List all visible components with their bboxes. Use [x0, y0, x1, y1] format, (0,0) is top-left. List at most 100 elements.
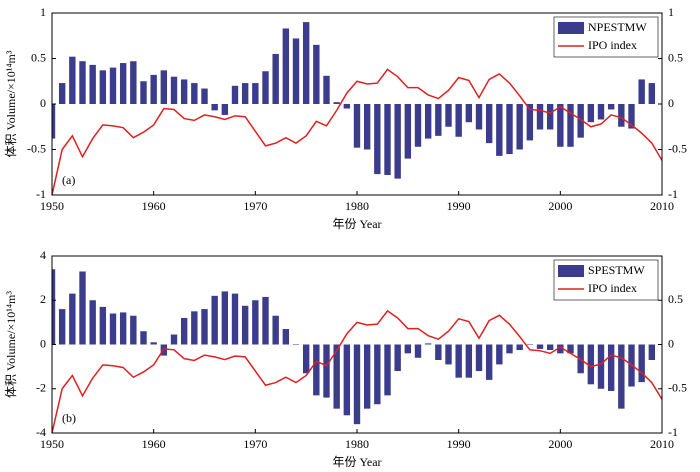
bar — [475, 344, 483, 372]
bar — [150, 342, 157, 345]
y-tick-label: -2 — [36, 381, 46, 395]
bar — [201, 88, 208, 104]
bar — [374, 344, 381, 405]
bar — [323, 75, 330, 104]
bar — [557, 344, 564, 354]
bar — [79, 271, 86, 345]
y-tick-label: 0 — [40, 336, 46, 350]
bar — [69, 293, 76, 345]
bar — [119, 63, 127, 104]
x-tick-label: 1970 — [243, 199, 267, 213]
bar — [99, 70, 107, 104]
bar — [302, 344, 310, 374]
bar — [69, 56, 76, 104]
bar — [628, 104, 635, 129]
bar — [150, 74, 157, 104]
bar — [374, 104, 381, 175]
bar — [221, 291, 229, 345]
bar — [282, 329, 290, 345]
legend-label: IPO index — [588, 281, 637, 295]
legend-swatch — [558, 265, 584, 277]
bar — [89, 300, 96, 345]
bar — [394, 104, 401, 179]
bar — [526, 344, 534, 345]
y2-tick-label: 0.5 — [668, 50, 683, 64]
y-tick-label: 4 — [40, 248, 46, 262]
bar — [170, 334, 178, 345]
bar — [262, 71, 269, 104]
bar — [455, 344, 462, 378]
y-tick-label: 0.5 — [31, 50, 46, 64]
bar — [343, 104, 351, 109]
bar — [597, 104, 605, 120]
x-tick-label: 2010 — [650, 199, 674, 213]
bar — [241, 305, 249, 345]
x-tick-label: 1950 — [40, 437, 64, 451]
bar — [191, 311, 198, 345]
x-tick-label: 1990 — [447, 199, 471, 213]
bar — [414, 344, 422, 358]
legend-label: SPESTMW — [588, 263, 645, 277]
bar — [52, 269, 56, 345]
bar — [404, 344, 412, 354]
bar — [648, 83, 656, 104]
bar — [201, 309, 208, 345]
y2-tick-label: 0.5 — [668, 292, 683, 306]
x-tick-label: 2010 — [650, 437, 674, 451]
bar — [119, 312, 127, 345]
bar — [607, 104, 615, 110]
x-axis-label: 年份 Year — [332, 455, 381, 469]
bar — [211, 104, 218, 111]
y-tick-label: 1 — [40, 5, 46, 19]
x-axis-label: 年份 Year — [332, 217, 381, 231]
y2-tick-label: -1 — [668, 187, 678, 201]
ipo-line — [52, 68, 662, 195]
bar — [170, 76, 178, 104]
legend-label: IPO index — [588, 38, 637, 52]
bar — [252, 300, 259, 345]
bar — [211, 295, 218, 345]
bar — [231, 85, 239, 104]
bar — [506, 104, 513, 155]
bar — [241, 83, 249, 104]
plot — [52, 269, 662, 433]
y2-tick-label: -0.5 — [668, 381, 687, 395]
bar — [638, 344, 645, 383]
ipo-line — [52, 309, 662, 433]
bar — [516, 344, 523, 351]
bar — [52, 104, 56, 139]
bar — [292, 38, 300, 105]
bar — [292, 344, 300, 345]
bar — [231, 293, 239, 345]
bar — [282, 28, 290, 104]
bar — [435, 344, 442, 360]
bar — [272, 315, 279, 345]
bar — [424, 104, 432, 139]
bar — [343, 344, 351, 416]
x-tick-label: 1960 — [142, 199, 166, 213]
bar — [618, 104, 625, 127]
bar — [221, 104, 229, 115]
x-tick-label: 2000 — [548, 437, 572, 451]
bar — [130, 61, 137, 104]
bar — [363, 104, 371, 150]
y-axis-label: 体积 Volume/×10¹⁴m³ — [4, 50, 18, 157]
bar — [445, 104, 452, 127]
bar — [557, 104, 564, 147]
bar — [140, 331, 147, 345]
bar — [587, 344, 595, 385]
bar — [506, 344, 513, 354]
bar — [353, 104, 361, 148]
x-tick-label: 1950 — [40, 199, 64, 213]
bar — [445, 344, 452, 365]
bar — [384, 344, 391, 396]
legend-swatch — [558, 22, 584, 34]
bar — [109, 313, 117, 345]
y-tick-label: -1 — [36, 187, 46, 201]
bar — [648, 344, 656, 360]
bar — [435, 104, 442, 136]
y2-tick-label: 1 — [668, 5, 674, 19]
bar — [252, 83, 259, 104]
y2-tick-label: 0 — [668, 96, 674, 110]
